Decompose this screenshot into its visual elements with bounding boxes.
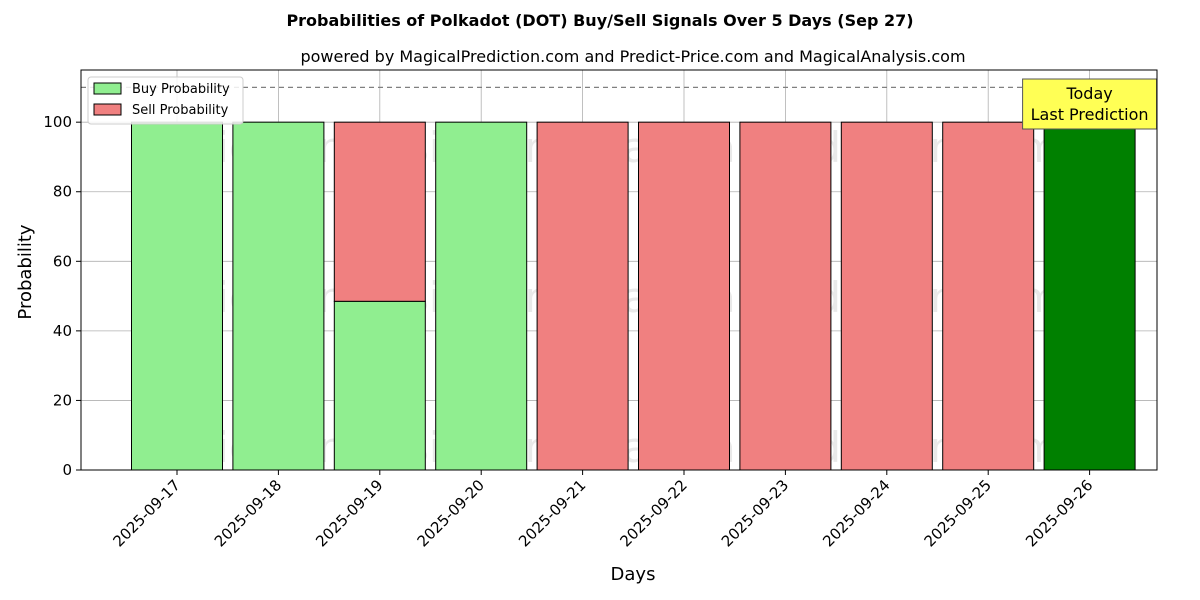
bar-sell <box>942 121 1035 471</box>
legend-label-sell: Sell Probability <box>132 103 229 118</box>
legend-label-buy: Buy Probability <box>132 82 230 97</box>
x-tick-label: 2025-09-19 <box>312 476 386 550</box>
bars <box>131 121 1136 471</box>
y-tick-label: 100 <box>43 113 72 131</box>
legend-swatch-sell <box>93 103 122 116</box>
y-tick-label: 80 <box>53 183 72 201</box>
y-axis-label: Probability <box>15 224 36 319</box>
bar-buy <box>131 121 223 471</box>
x-tick-label: 2025-09-25 <box>921 476 995 550</box>
today-annotation: Today Last Prediction <box>1022 78 1158 130</box>
x-tick-label: 2025-09-17 <box>109 476 183 550</box>
plot-frame <box>80 69 1158 471</box>
bar-sell <box>638 121 730 471</box>
y-tick-label: 20 <box>53 391 72 409</box>
y-tick-label: 40 <box>53 322 72 340</box>
x-tick-label: 2025-09-18 <box>211 476 285 550</box>
bar-buy <box>232 121 325 471</box>
bar-buy <box>1043 121 1136 471</box>
bar-sell <box>739 121 832 471</box>
bar-sell <box>840 121 933 471</box>
chart-subtitle: powered by MagicalPrediction.com and Pre… <box>300 47 965 66</box>
legend: Buy Probability Sell Probability <box>87 76 244 125</box>
bar-buy <box>333 300 426 471</box>
x-tick-label: 2025-09-24 <box>819 476 893 550</box>
annotation-line1: Today <box>1065 84 1112 103</box>
x-tick-label: 2025-09-26 <box>1022 476 1096 550</box>
bar-sell <box>536 121 629 471</box>
x-axis-label: Days <box>611 564 656 585</box>
annotation-line2: Last Prediction <box>1031 105 1149 124</box>
legend-swatch-buy <box>93 82 122 95</box>
x-tick-label: 2025-09-23 <box>718 476 792 550</box>
y-tick-label: 60 <box>53 252 72 270</box>
legend-box <box>87 76 244 125</box>
x-tick-label: 2025-09-20 <box>414 476 488 550</box>
annotation-box <box>1022 78 1158 130</box>
bar-buy <box>435 121 528 471</box>
x-tick-label: 2025-09-21 <box>515 476 589 550</box>
y-tick-label: 0 <box>62 461 72 479</box>
x-tick-label: 2025-09-22 <box>616 476 690 550</box>
bar-sell <box>333 121 426 302</box>
chart-title: Probabilities of Polkadot (DOT) Buy/Sell… <box>286 11 913 30</box>
